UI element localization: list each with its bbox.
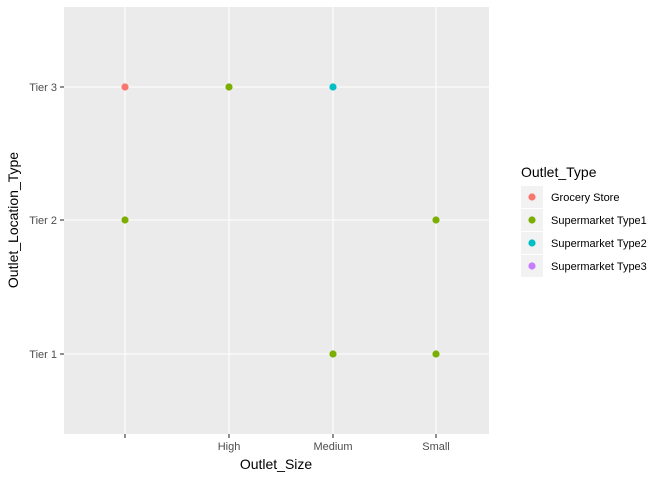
legend-swatch [528,262,536,270]
data-point [121,216,129,224]
legend-label: Grocery Store [551,192,619,204]
x-tick-label: Small [422,441,450,453]
legend-label: Supermarket Type1 [551,215,647,227]
data-point [225,83,233,91]
legend-swatch [528,193,536,201]
x-axis: High Medium Small [124,434,450,453]
legend-swatch [528,239,536,247]
data-point [121,83,129,91]
y-axis: Tier 1 Tier 2 Tier 3 [29,82,64,361]
y-tick-label: Tier 3 [29,82,57,94]
data-point [329,350,337,358]
y-tick-label: Tier 1 [29,349,57,361]
grid-lines [64,7,489,434]
legend-title: Outlet_Type [521,164,597,180]
y-tick-label: Tier 2 [29,215,57,227]
legend-label: Supermarket Type2 [551,238,647,250]
x-tick-label: Medium [313,441,352,453]
x-axis-title: Outlet_Size [240,456,313,472]
data-point [432,350,440,358]
data-point [329,83,337,91]
data-points [121,83,440,358]
x-tick-label: High [218,441,241,453]
legend: Outlet_Type Grocery Store Supermarket Typ… [521,164,647,277]
data-point [432,216,440,224]
legend-swatch [528,216,536,224]
legend-label: Supermarket Type3 [551,261,647,273]
y-axis-title: Outlet_Location_Type [5,152,21,288]
